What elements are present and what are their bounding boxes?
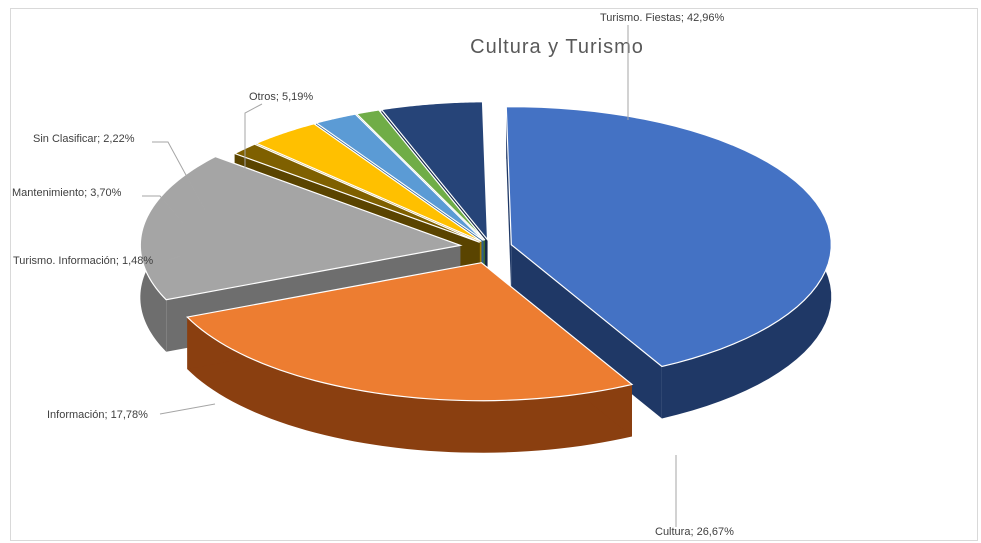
slice-outer-side xyxy=(187,317,632,453)
slice-top xyxy=(139,155,463,301)
slice-top xyxy=(505,106,832,368)
leader-line xyxy=(244,103,263,171)
data-label: Sin Clasificar; 2,22% xyxy=(33,133,135,145)
slice-top xyxy=(380,101,489,242)
data-label: Turismo. Fiestas; 42,96% xyxy=(600,12,725,24)
data-label: Información; 17,78% xyxy=(47,409,148,421)
data-label: Otros; 5,19% xyxy=(249,91,313,103)
leader-lines xyxy=(142,25,677,527)
slice-top xyxy=(233,143,480,243)
pie-slice-turismo-fiestas xyxy=(505,106,832,419)
pie-slice-cultura xyxy=(186,262,634,453)
leader-line xyxy=(159,403,216,415)
leader-line xyxy=(152,141,206,211)
slice-top xyxy=(314,113,484,242)
slice-top xyxy=(254,123,482,242)
chart-title: Cultura y Turismo xyxy=(470,36,644,58)
data-label: Mantenimiento; 3,70% xyxy=(12,187,122,199)
leader-line xyxy=(142,195,184,224)
data-labels: Turismo. Fiestas; 42,96% Cultura; 26,67% I… xyxy=(12,12,734,538)
slices-layer xyxy=(139,101,832,453)
slice-top xyxy=(355,109,486,241)
slice-top xyxy=(186,262,634,402)
slice-wall xyxy=(511,244,662,419)
leader-line xyxy=(168,255,181,261)
data-label: Turismo. Información; 1,48% xyxy=(13,255,153,267)
data-label: Cultura; 26,67% xyxy=(655,526,734,538)
